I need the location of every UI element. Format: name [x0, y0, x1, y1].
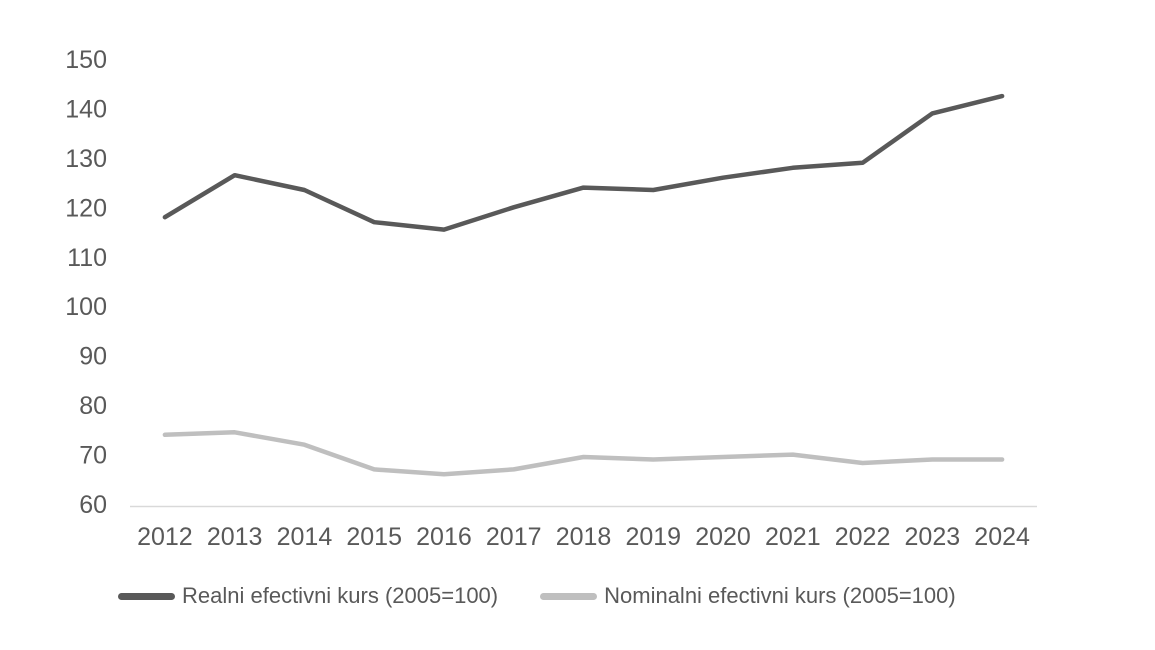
legend-line-swatch-nominalni: [540, 592, 598, 600]
legend-item-realni: Realni efectivni kurs (2005=100): [118, 583, 498, 609]
y-axis-tick-label: 80: [79, 392, 107, 420]
x-axis-tick-label: 2023: [905, 523, 961, 551]
x-axis-tick-label: 2012: [137, 523, 193, 551]
x-axis-tick-label: 2014: [277, 523, 333, 551]
x-axis-tick-label: 2013: [207, 523, 263, 551]
legend-label-realni: Realni efectivni kurs (2005=100): [182, 583, 499, 608]
x-axis-tick-label: 2021: [765, 523, 821, 551]
y-axis-tick-label: 90: [79, 343, 107, 371]
x-axis-tick-label: 2024: [974, 523, 1030, 551]
x-axis-tick-label: 2022: [835, 523, 891, 551]
y-axis-tick-label: 110: [67, 244, 107, 272]
series-line-nominalni: [162, 430, 1005, 477]
y-axis-tick-label: 60: [79, 491, 107, 519]
plot-area: 60 70 80 90 100 110 120 130 140 150 2012 2013 2014 20…: [65, 46, 1037, 551]
x-axis-tick-label: 2016: [416, 523, 472, 551]
y-axis-tick-label: 150: [65, 46, 107, 74]
legend: Realni efectivni kurs (2005=100) Nominal…: [118, 583, 956, 609]
x-axis-tick-label: 2015: [346, 523, 402, 551]
y-axis-tick-label: 130: [65, 145, 107, 173]
legend-line-swatch-realni: [118, 592, 175, 600]
y-axis-tick-label: 140: [65, 95, 107, 123]
x-axis-tick-label: 2018: [556, 523, 612, 551]
x-axis-tick-label: 2017: [486, 523, 542, 551]
x-axis-tick-label: 2020: [695, 523, 751, 551]
legend-label-nominalni: Nominalni efectivni kurs (2005=100): [604, 583, 956, 608]
series-line-realni: [162, 93, 1005, 232]
x-axis-tick-label: 2019: [625, 523, 681, 551]
y-axis-tick-label: 100: [65, 293, 107, 321]
legend-item-nominalni: Nominalni efectivni kurs (2005=100): [540, 583, 956, 609]
y-axis-tick-label: 70: [79, 442, 107, 470]
y-axis-tick-label: 120: [65, 194, 107, 222]
